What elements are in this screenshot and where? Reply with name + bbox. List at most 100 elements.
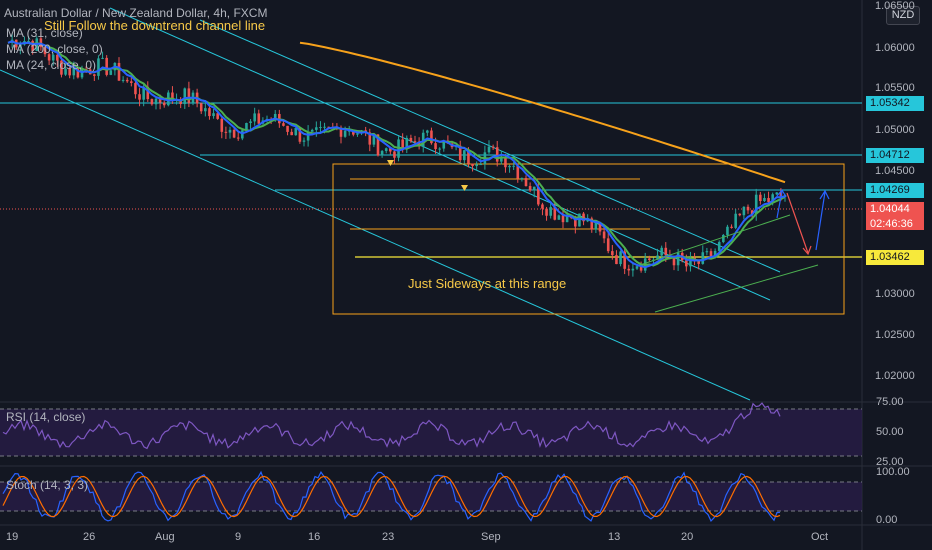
wedge-upper-line[interactable] [639, 214, 791, 266]
candle [393, 151, 396, 158]
rsi-title[interactable]: RSI (14, close) [6, 410, 86, 424]
candle [68, 68, 71, 76]
candle [76, 67, 80, 78]
candle [224, 131, 228, 133]
downtrend-channel[interactable] [0, 0, 862, 401]
candle [105, 57, 108, 75]
candle [738, 213, 742, 216]
candle [56, 54, 59, 61]
candle [467, 150, 470, 164]
candle [578, 213, 581, 227]
price-tick: 1.02000 [875, 370, 915, 382]
candle [376, 134, 380, 156]
candle [734, 213, 737, 228]
candle [722, 234, 725, 243]
candle [430, 130, 433, 144]
candle [216, 113, 219, 119]
candle [495, 147, 499, 162]
rsi-tick: 25.00 [876, 456, 904, 468]
candle [463, 150, 466, 161]
candle [635, 266, 639, 269]
candle [438, 148, 441, 150]
stoch-title[interactable]: Stoch (14, 3, 3) [6, 478, 89, 492]
candle [639, 266, 643, 271]
candle [109, 70, 113, 75]
time-tick: 19 [6, 531, 19, 543]
candle [60, 60, 63, 75]
candle [187, 88, 191, 103]
candle [130, 81, 133, 83]
candle [516, 165, 520, 179]
price-tick: 1.04500 [875, 165, 915, 177]
candle [162, 102, 166, 106]
candle [717, 242, 721, 251]
candle [689, 257, 692, 267]
candle [142, 86, 145, 100]
channel-inner-line[interactable] [199, 19, 781, 273]
candle [286, 125, 289, 132]
candle [257, 113, 261, 124]
time-tick: Sep [481, 531, 501, 543]
candle [310, 129, 314, 132]
candle [697, 261, 700, 264]
candle [541, 204, 544, 209]
price-tag-104269: 1.04269 [866, 183, 924, 198]
projection-arrow-down[interactable] [786, 192, 809, 254]
candle [31, 40, 34, 51]
currency-badge[interactable]: NZD [886, 6, 920, 25]
wedge-lower-line[interactable] [654, 264, 819, 313]
sideways-range-box[interactable] [332, 163, 845, 315]
candle [372, 134, 376, 145]
ma24-line [7, 40, 786, 267]
stoch-tick: 0.00 [876, 514, 898, 526]
candle [27, 40, 30, 42]
price-tick: 1.03000 [875, 288, 915, 300]
candle [590, 218, 594, 230]
candle [138, 94, 141, 100]
candle [458, 145, 462, 161]
candle [327, 126, 330, 128]
indicator-ma200[interactable]: MA (200, close, 0) [6, 42, 103, 56]
candle [401, 139, 404, 148]
candle [146, 86, 150, 100]
current-price-value: 1.04044 [870, 203, 910, 215]
candle [253, 113, 256, 122]
candle [709, 251, 713, 257]
candle [524, 178, 528, 187]
candle [491, 146, 495, 148]
rsi-band [0, 409, 862, 456]
channel-annotation[interactable]: Still Follow the downtrend channel line [44, 18, 266, 33]
candle [685, 260, 688, 267]
candle [249, 121, 252, 124]
range-annotation[interactable]: Just Sideways at this range [408, 276, 567, 291]
indicator-ma31[interactable]: MA (31, close) [6, 26, 83, 40]
candle [532, 186, 536, 191]
price-tick: 1.02500 [875, 329, 915, 341]
candle [561, 215, 565, 223]
candle [339, 127, 343, 137]
candle [352, 130, 355, 135]
candle [315, 127, 318, 130]
candle [343, 130, 347, 137]
candle [356, 133, 359, 135]
time-tick: 9 [235, 531, 242, 543]
projection-arrow-up-1[interactable] [776, 190, 783, 219]
candle [767, 197, 770, 203]
candle [487, 146, 491, 153]
indicator-ma24[interactable]: MA (24, close, 0) [6, 58, 97, 72]
candle [623, 251, 626, 269]
candle [606, 238, 610, 252]
candle [775, 192, 779, 195]
candle [228, 129, 232, 133]
arrowhead [802, 245, 812, 256]
instrument-title[interactable]: Australian Dollar / New Zealand Dollar, … [4, 6, 268, 20]
candle [199, 103, 203, 112]
candle [759, 194, 762, 202]
candle [171, 92, 174, 100]
projection-arrow-up-2[interactable] [815, 191, 826, 251]
channel-lower-line[interactable] [0, 69, 751, 401]
candle [302, 140, 306, 142]
candle [582, 213, 585, 222]
candle [479, 164, 483, 166]
